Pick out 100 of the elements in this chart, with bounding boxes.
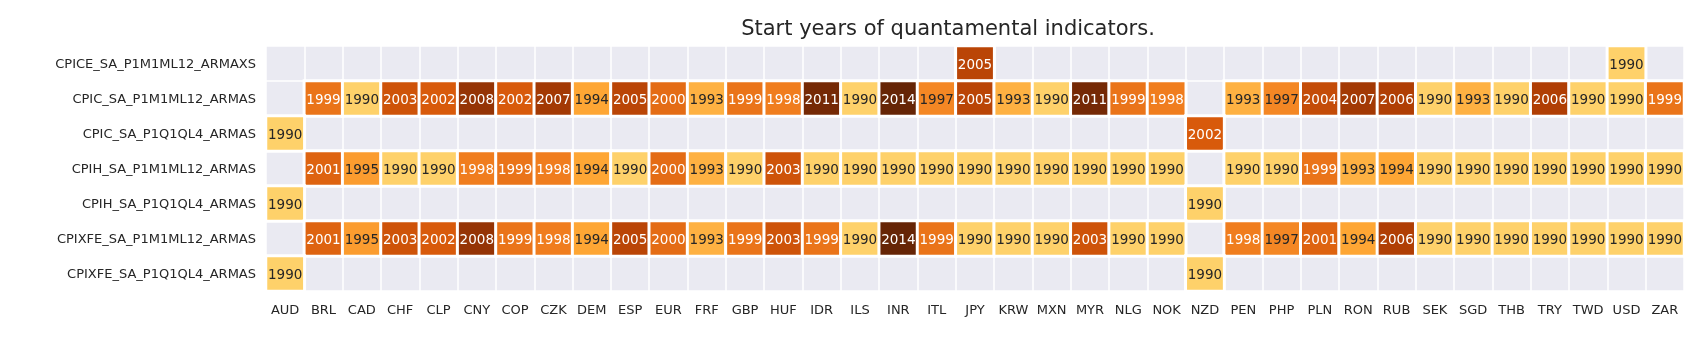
data-label: 1994 [574, 90, 609, 107]
data-label: 1990 [996, 230, 1031, 247]
data-label: 2003 [382, 230, 418, 247]
y-tick-label: CPICE_SA_P1M1ML12_ARMAXS [55, 56, 256, 71]
data-label: 1990 [612, 160, 648, 177]
data-label: 1998 [459, 160, 494, 177]
data-label: 1999 [1302, 160, 1338, 177]
data-label: 1990 [1264, 160, 1299, 177]
data-label: 1999 [804, 230, 839, 247]
data-label: 1994 [1379, 160, 1414, 177]
x-tick-label: ILS [850, 302, 870, 317]
x-tick-label: RUB [1382, 302, 1411, 317]
data-label: 1990 [1609, 90, 1644, 107]
x-tick-label: CNY [463, 302, 491, 317]
x-tick-label: EUR [655, 302, 682, 317]
x-tick-label: AUD [270, 302, 300, 317]
data-label: 1990 [1072, 160, 1108, 177]
data-label: 2011 [1072, 90, 1108, 107]
data-label: 2007 [536, 90, 571, 107]
data-label: 1990 [881, 160, 916, 177]
data-label: 1993 [689, 230, 724, 247]
data-label: 1999 [497, 230, 533, 247]
y-tick-label: CPIXFE_SA_P1M1ML12_ARMAS [56, 231, 256, 246]
data-label: 1990 [344, 90, 379, 107]
data-label: 2003 [1072, 230, 1108, 247]
data-label: 2003 [382, 90, 418, 107]
data-label: 2014 [881, 230, 916, 247]
data-label: 1990 [267, 265, 303, 282]
data-label: 1990 [1417, 160, 1453, 177]
data-label: 1990 [842, 160, 878, 177]
x-tick-label: NOK [1152, 302, 1182, 317]
data-label: 2003 [766, 160, 801, 177]
x-tick-label: NLG [1114, 302, 1142, 317]
data-label: 2002 [497, 90, 533, 107]
data-label: 1990 [1456, 160, 1491, 177]
data-label: 1993 [689, 160, 724, 177]
data-label: 1993 [1456, 90, 1491, 107]
x-tick-label: BRL [310, 302, 337, 317]
data-label: 2001 [306, 230, 341, 247]
x-tick-label: CLP [426, 302, 451, 317]
data-label: 1990 [1417, 90, 1453, 107]
data-label: 1990 [1187, 265, 1223, 282]
data-label: 2001 [306, 160, 341, 177]
data-label: 2004 [1302, 90, 1338, 107]
data-label: 1993 [996, 90, 1031, 107]
data-label: 1999 [727, 230, 763, 247]
data-label: 1999 [306, 90, 341, 107]
data-label: 1990 [1111, 160, 1146, 177]
data-label: 1994 [574, 160, 609, 177]
data-label: 1990 [996, 160, 1031, 177]
data-label: 2011 [804, 90, 839, 107]
data-label: 1990 [957, 230, 993, 247]
data-label: 2005 [957, 55, 993, 72]
data-label: 1993 [1341, 160, 1376, 177]
data-label: 1990 [421, 160, 456, 177]
data-label: 1994 [574, 230, 609, 247]
y-tick-label: CPIXFE_SA_P1Q1QL4_ARMAS [67, 266, 256, 281]
x-tick-label: SEK [1422, 302, 1448, 317]
y-tick-label: CPIC_SA_P1Q1QL4_ARMAS [82, 126, 256, 141]
x-tick-label: SGD [1459, 302, 1488, 317]
x-tick-label: IDR [810, 302, 834, 317]
data-label: 2007 [1341, 90, 1376, 107]
data-label: 2002 [1187, 125, 1223, 142]
data-label: 1997 [1264, 90, 1299, 107]
y-tick-label: CPIH_SA_P1M1ML12_ARMAS [71, 161, 256, 176]
data-label: 1990 [1494, 160, 1529, 177]
x-tick-label: NZD [1190, 302, 1220, 317]
x-tick-label: GBP [731, 302, 759, 317]
data-label: 1990 [1609, 55, 1644, 72]
data-label: 2005 [612, 230, 648, 247]
data-label: 1990 [1571, 160, 1606, 177]
data-label: 2001 [1302, 230, 1338, 247]
data-label: 1990 [957, 160, 993, 177]
data-label: 1990 [1609, 160, 1644, 177]
data-label: 1998 [766, 90, 801, 107]
x-tick-label: KRW [998, 302, 1029, 317]
data-label: 1990 [382, 160, 418, 177]
data-label: 1990 [1149, 160, 1184, 177]
data-label: 1995 [344, 230, 379, 247]
x-tick-label: TWD [1571, 302, 1604, 317]
data-label: 1990 [1226, 160, 1261, 177]
data-label: 1993 [689, 90, 724, 107]
data-label: 2000 [651, 160, 686, 177]
data-label: 2006 [1379, 230, 1414, 247]
data-label: 1997 [1264, 230, 1299, 247]
data-label: 1990 [1494, 230, 1529, 247]
data-label: 2002 [421, 90, 456, 107]
data-label: 2000 [651, 90, 686, 107]
data-label: 1990 [842, 230, 878, 247]
x-tick-label: THB [1497, 302, 1525, 317]
data-label: 1990 [1532, 230, 1568, 247]
x-tick-label: MYR [1075, 302, 1105, 317]
x-tick-label: PLN [1307, 302, 1333, 317]
x-tick-label: ESP [617, 302, 643, 317]
data-label: 1990 [1149, 230, 1184, 247]
y-tick-label: CPIC_SA_P1M1ML12_ARMAS [72, 91, 256, 106]
data-label: 1997 [919, 90, 954, 107]
data-label: 1990 [1417, 230, 1453, 247]
data-label: 1994 [1341, 230, 1376, 247]
data-label: 1990 [1111, 230, 1146, 247]
